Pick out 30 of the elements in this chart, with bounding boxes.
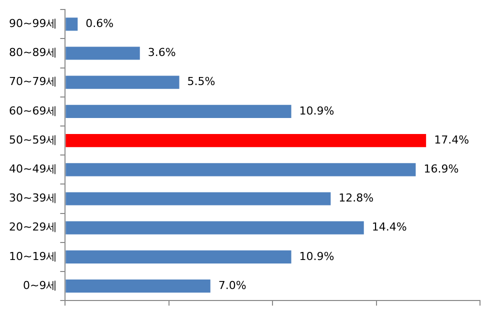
data-label: 7.0% [218, 278, 246, 292]
bar [66, 134, 426, 148]
bar [66, 192, 331, 206]
data-label: 17.4% [434, 133, 470, 146]
data-label: 10.9% [299, 250, 334, 263]
data-label: 14.4% [372, 220, 407, 234]
data-label: 12.8% [338, 192, 374, 205]
data-label: 0.6% [86, 17, 114, 30]
y-tick-label: 20~29세 [8, 220, 58, 234]
data-label: 3.6% [148, 46, 176, 60]
y-tick-label: 90~99세 [8, 17, 58, 30]
bar [66, 163, 416, 176]
bar [66, 46, 140, 60]
data-label: 10.9% [299, 104, 334, 118]
y-tick-label: 60~69세 [8, 104, 58, 118]
bar [66, 76, 180, 89]
bar [66, 280, 210, 293]
data-label: 16.9% [424, 162, 459, 176]
y-tick-label: 70~79세 [8, 75, 58, 88]
data-label: 5.5% [187, 75, 216, 88]
y-tick-label: 30~39세 [8, 192, 58, 205]
y-tick-label: 50~59세 [8, 133, 58, 146]
y-tick-label: 40~49세 [8, 162, 58, 176]
bar [66, 104, 292, 118]
bar [66, 18, 78, 31]
y-tick-label: 0~9세 [22, 278, 58, 292]
y-tick-label: 80~89세 [8, 46, 58, 60]
bar [66, 221, 364, 234]
bar [66, 250, 292, 264]
y-tick-label: 10~19세 [8, 250, 58, 263]
